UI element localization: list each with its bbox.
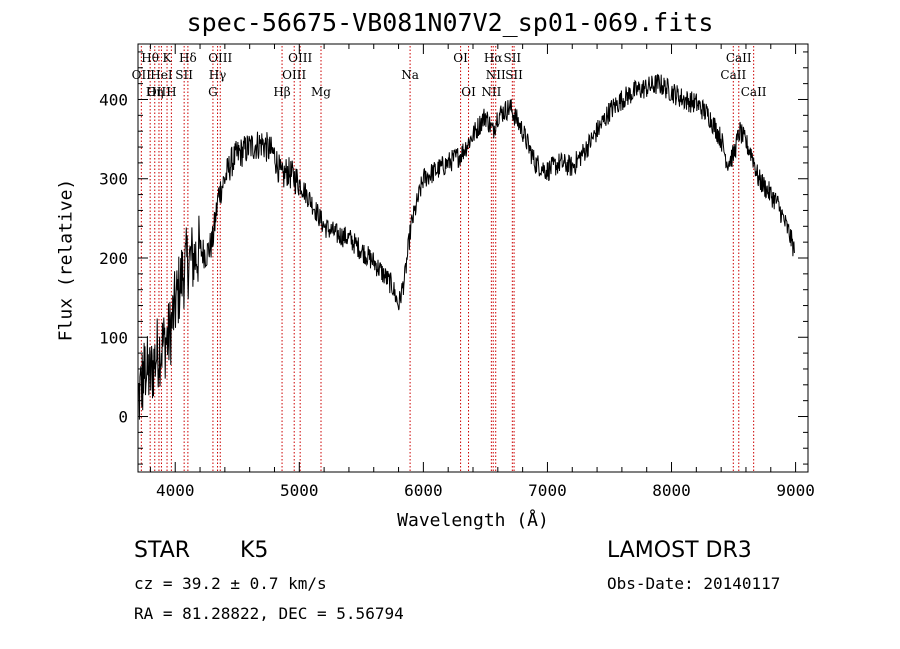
y-tick-label: 200	[99, 249, 128, 268]
x-tick-label: 5000	[280, 481, 319, 500]
spectral-line-label: Na	[401, 68, 419, 82]
spectral-line-label: Hδ	[179, 51, 197, 65]
spectral-line-label: NII	[486, 68, 506, 82]
spectral-line-label: Hγ	[209, 68, 227, 82]
survey-name: LAMOST DR3	[607, 538, 752, 563]
coordinates-text: RA = 81.28822, DEC = 5.56794	[134, 604, 404, 623]
spectral-line-label: Hθ	[141, 51, 159, 65]
observation-date: Obs-Date: 20140117	[607, 574, 781, 593]
spectral-line-label: OIII	[208, 51, 232, 65]
y-tick-label: 0	[118, 408, 128, 427]
y-axis-label: Flux (relative)	[55, 178, 77, 342]
spectral-line-label: SII	[503, 51, 521, 65]
spectral-line-label: OI	[453, 51, 468, 65]
spectral-line-label: Hη	[146, 85, 164, 99]
spectral-line-label: K	[163, 51, 173, 65]
y-tick-label: 300	[99, 170, 128, 189]
spectral-line-label: HeI	[150, 68, 173, 82]
spectral-line-label: NII	[481, 85, 501, 99]
spectral-line-label: Mg	[311, 85, 331, 99]
object-class: STAR	[134, 538, 191, 563]
object-subclass: K5	[240, 538, 269, 563]
spectral-line-label: G	[208, 85, 218, 99]
x-tick-label: 9000	[776, 481, 815, 500]
y-tick-label: 100	[99, 328, 128, 347]
x-tick-label: 6000	[404, 481, 443, 500]
spectral-line-label: Hα	[484, 51, 503, 65]
spectral-line-label: OIII	[288, 51, 312, 65]
x-tick-label: 7000	[528, 481, 567, 500]
redshift-text: cz = 39.2 ± 0.7 km/s	[134, 574, 327, 593]
spectral-line-label: SII	[505, 68, 523, 82]
spectral-line-label: Hβ	[273, 85, 290, 99]
x-axis-label: Wavelength (Å)	[397, 510, 549, 531]
spectrum-line	[137, 73, 795, 420]
spectral-line-label: CaII	[720, 68, 746, 82]
spectral-line-label: OII	[132, 68, 152, 82]
x-tick-label: 8000	[652, 481, 691, 500]
spectral-line-label: SII	[175, 68, 193, 82]
y-tick-label: 400	[99, 90, 128, 109]
spectral-line-label: OI	[461, 85, 476, 99]
spectral-line-label: H	[166, 85, 176, 99]
spectral-line-label: CaII	[741, 85, 767, 99]
spectral-line-label: OIII	[147, 85, 171, 99]
spectral-line-label: OIII	[282, 68, 306, 82]
spectral-line-label: CaII	[726, 51, 752, 65]
chart-title: spec-56675-VB081N07V2_sp01-069.fits	[186, 8, 714, 37]
x-tick-label: 4000	[156, 481, 195, 500]
